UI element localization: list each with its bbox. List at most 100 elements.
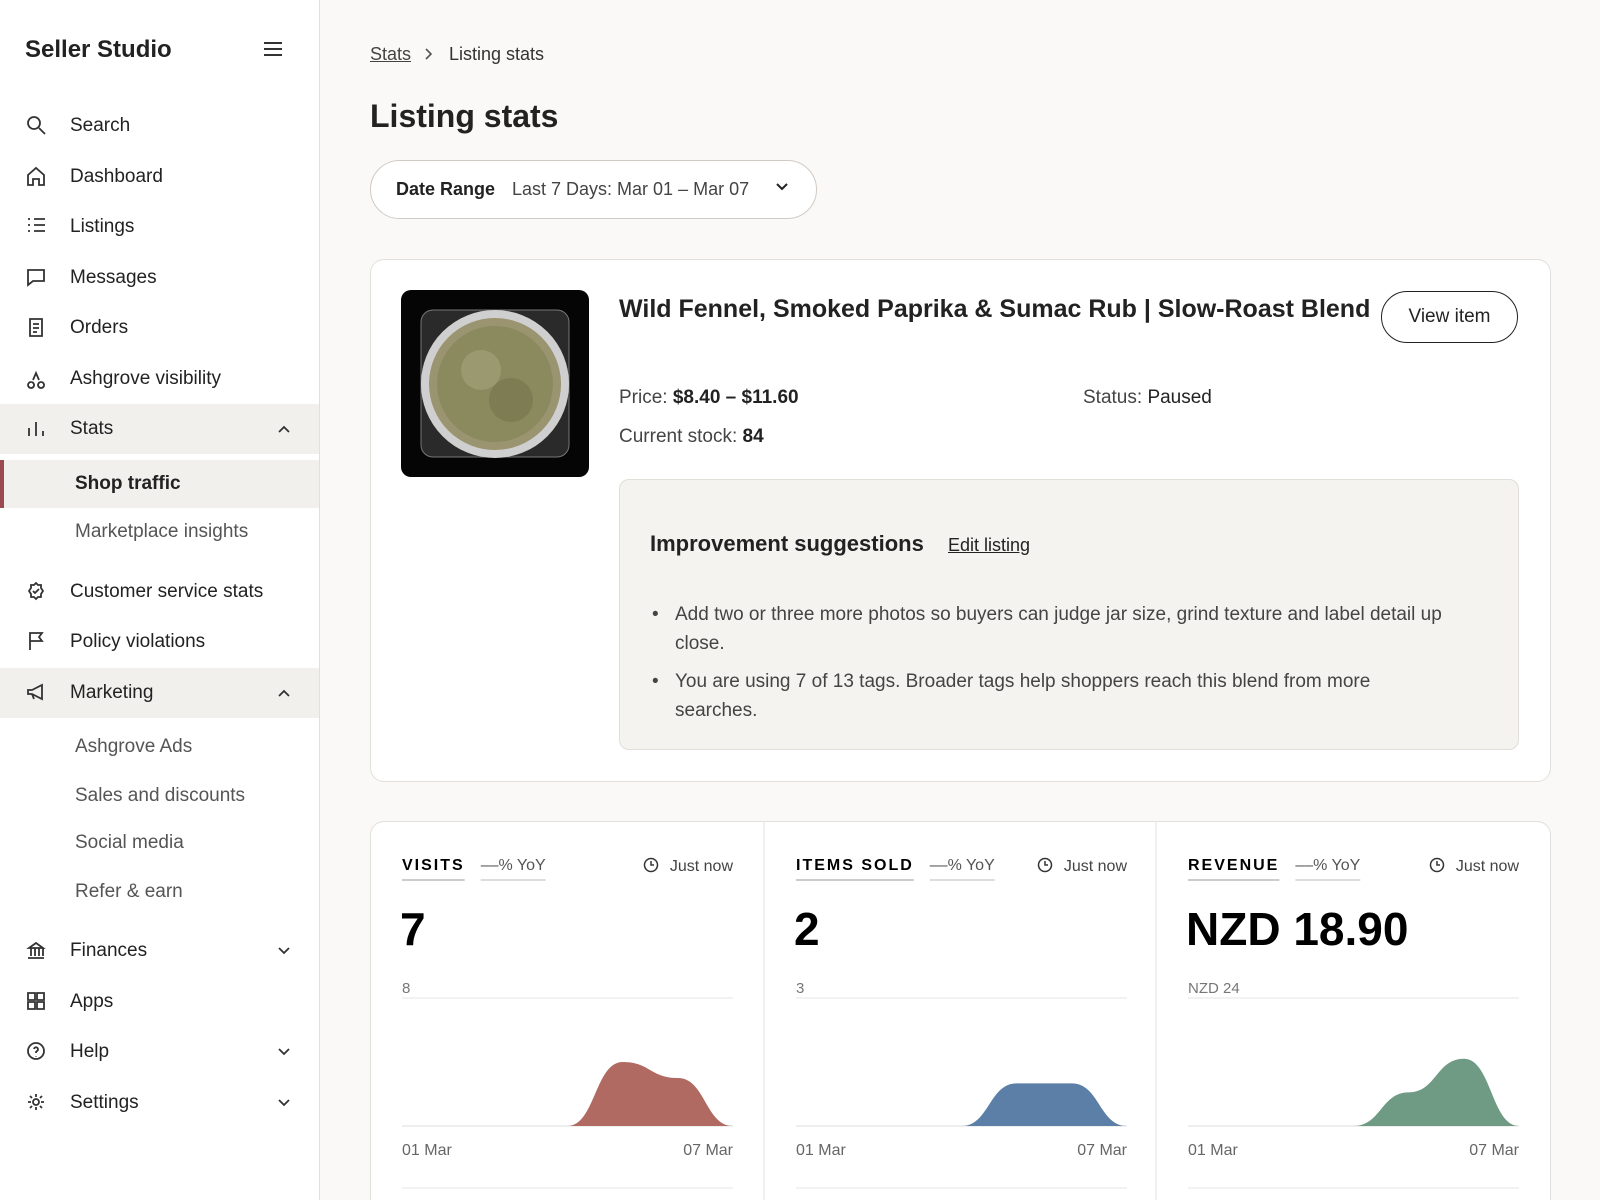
nav-icon [27,166,45,186]
nav-icon [27,1042,45,1060]
metric-yoy: ––% YoY [930,857,995,874]
breadcrumb-separator [425,48,433,60]
sidebar: Seller Studio Search Dashboard Listings Mes… [0,0,320,1200]
icon-shape [28,1094,44,1110]
chevron-shape [278,1099,290,1107]
suggestion-item: • Add two or three more photos so buyers … [652,604,1442,654]
edit-listing-link[interactable]: Edit listing [948,535,1031,555]
clock-icon [1429,857,1445,873]
breadcrumb-current: Listing stats [449,44,545,64]
stock-label: Current stock: [619,426,738,447]
nav-subitem[interactable]: Social media [75,832,184,853]
x-tick-label: 07 Mar [683,1142,733,1159]
suggestions-box [619,479,1519,750]
x-tick-label: 01 Mar [402,1142,452,1159]
icon-shape [29,632,44,650]
updated-time: Just now [1456,858,1520,875]
y-tick-label: 3 [796,980,804,997]
chevron-shape [278,425,290,433]
nav-icon [27,116,46,135]
breadcrumb-link[interactable]: Stats [370,44,412,64]
metric-value: NZD 18.90 [1186,903,1408,955]
nav-icon [27,992,45,1010]
x-tick-label: 07 Mar [1469,1142,1519,1159]
dropdown-icon [776,183,788,191]
x-tick-label: 01 Mar [1188,1142,1238,1159]
icon-shape [28,218,45,232]
nav-item[interactable]: Apps [70,991,114,1012]
view-item-button[interactable]: View item [1381,291,1518,343]
nav-subitem[interactable]: Sales and discounts [75,785,246,806]
metric-title: ITEMS SOLD [796,857,914,874]
nav-item[interactable]: Stats [70,418,114,439]
x-tick-label: 01 Mar [796,1142,846,1159]
nav-icon [28,218,45,232]
nav-active-bg [0,460,319,508]
menu-button[interactable] [262,40,284,58]
chevron[interactable] [277,946,291,956]
nav-subitem[interactable]: Marketplace insights [75,521,249,542]
chevron[interactable] [277,688,291,698]
nav-item[interactable]: Finances [70,940,148,961]
suggestions-title: Improvement suggestions [650,531,924,556]
icon-shape [27,683,43,701]
metrics-card [370,821,1551,1200]
icon-shape [27,992,45,1010]
clock-hands [1436,861,1440,866]
nav-icon [26,941,46,959]
nav-item[interactable]: Messages [70,267,157,288]
suggestion-item: • You are using 7 of 13 tags. Broader tag… [652,671,1371,721]
nav-subitem[interactable]: Shop traffic [75,473,181,494]
nav-item[interactable]: Policy violations [70,631,206,652]
date-range-picker[interactable] [370,160,817,219]
nav-item[interactable]: Orders [70,317,129,338]
date-range-value: Last 7 Days: Mar 01 – Mar 07 [512,179,750,199]
suggestion-list: • Add two or three more photos so buyers … [652,600,1442,725]
icon-shape [28,422,44,436]
nav-item[interactable]: Customer service stats [70,581,264,602]
icon-shape [26,941,46,959]
status-label: Status: [1083,387,1143,408]
metric-yoy: ––% YoY [481,857,546,874]
area [1188,1058,1519,1126]
date-range-label: Date Range [396,179,496,199]
nav-subitem[interactable]: Ashgrove Ads [75,736,193,757]
icon-shape [27,166,45,186]
chevron[interactable] [277,1098,291,1108]
metric-yoy: ––% YoY [1295,857,1360,874]
updated-time: Just now [670,858,734,875]
icon-shape [27,269,45,287]
nav-section-bg [0,404,319,454]
clock-hands [1044,861,1048,866]
price-value: $8.40 – $11.60 [672,387,799,408]
chevron[interactable] [277,1047,291,1057]
product-image [401,290,589,477]
icon-shape [27,1042,45,1060]
updated-time: Just now [1064,858,1128,875]
stock-value: 84 [742,426,764,447]
nav-icon [27,269,45,287]
area [796,1083,1127,1126]
area [402,1062,733,1126]
nav-icon [27,683,43,701]
nav-item[interactable]: Ashgrove visibility [70,368,221,389]
nav-item[interactable]: Marketing [70,682,154,703]
nav-item[interactable]: Listings [70,216,135,237]
metric-title: VISITS [402,857,465,874]
chevron[interactable] [277,424,291,434]
price-label: Price: [619,387,668,408]
nav-item[interactable]: Settings [70,1092,139,1113]
nav-icon [27,581,45,601]
icon-shape [27,116,46,135]
nav-icon [28,422,44,436]
clock-icon [1037,857,1053,873]
nav-item[interactable]: Help [70,1041,110,1062]
nav-item[interactable]: Dashboard [70,166,163,187]
status-value: Paused [1147,387,1212,408]
brand: Seller Studio [25,36,172,63]
clock-icon [643,857,659,873]
nav-item[interactable]: Search [70,115,131,136]
chevron-shape [278,689,290,697]
nav-subitem[interactable]: Refer & earn [75,881,183,902]
